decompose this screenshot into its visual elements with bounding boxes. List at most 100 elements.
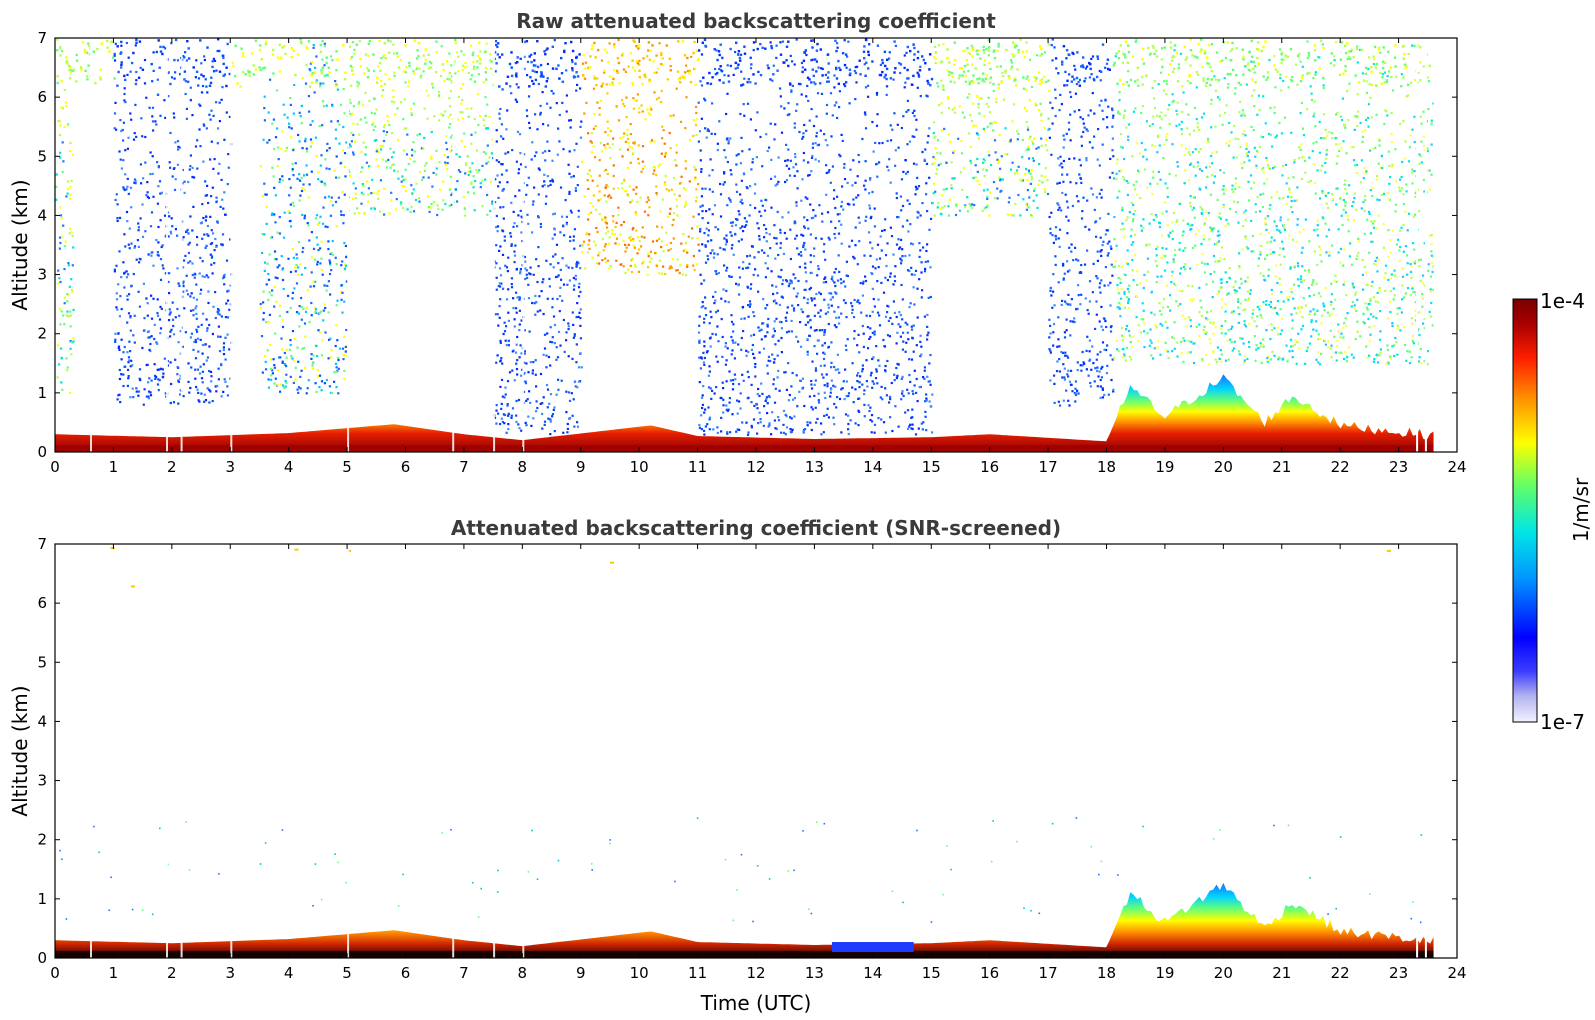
noise-point-2072: [562, 283, 566, 286]
noise-point-684: [202, 363, 205, 366]
noise-point-325: [184, 51, 187, 54]
noise-point-2157: [518, 356, 521, 359]
noise-point-4160: [951, 108, 954, 111]
noise-point-4593: [1090, 368, 1093, 371]
noise-point-1425: [353, 48, 356, 51]
noise-point-3202: [748, 262, 751, 265]
noise-point-830: [288, 194, 291, 197]
noise-point-1112: [325, 167, 328, 170]
noise-point-4819: [1075, 195, 1079, 198]
noise-point-3828: [856, 344, 859, 347]
noise-point-2302: [663, 155, 667, 158]
noise-point-2170: [515, 100, 519, 103]
noise-point-4286: [1033, 187, 1036, 190]
noise-point-1632: [385, 166, 388, 169]
noise-point-569: [197, 325, 200, 328]
noise-point-320: [120, 308, 123, 311]
noise-point-3092: [840, 205, 843, 208]
noise-point-2863: [724, 300, 727, 303]
noise-point-490: [113, 59, 117, 62]
noise-point-2069: [531, 141, 534, 144]
noise-point-4452: [963, 167, 966, 170]
noise-point-1158: [283, 351, 286, 355]
noise-point-4654: [1067, 375, 1070, 378]
noise-point-512: [129, 112, 132, 115]
noise-point-2138: [561, 101, 564, 104]
noise-point-2407: [684, 188, 687, 191]
noise-point-2453: [674, 159, 677, 162]
noise-point-1433: [364, 91, 367, 94]
noise-point-4639: [1050, 211, 1053, 214]
noise-point-3553: [768, 424, 771, 427]
noise-point-358: [223, 191, 226, 194]
noise-point-2088: [537, 215, 540, 218]
noise-point-1384: [348, 98, 351, 101]
noise-point-4595: [1091, 92, 1094, 95]
noise-point-3159: [875, 163, 878, 166]
noise-point-3381: [767, 317, 770, 321]
noise-point-4380: [952, 151, 955, 154]
noise-point-2281: [644, 76, 647, 79]
noise-point-3037: [765, 231, 768, 235]
noise-point-3336: [874, 141, 877, 144]
noise-point-2463: [598, 107, 601, 110]
noise-point-4851: [1067, 293, 1070, 296]
noise-point-755: [123, 188, 126, 192]
noise-point-2864: [910, 427, 913, 430]
noise-point-2055: [495, 409, 498, 412]
noise-point-831: [267, 298, 270, 302]
noise-point-3934: [837, 254, 840, 257]
noise-point-4124: [813, 345, 816, 348]
noise-point-3103: [775, 237, 778, 240]
noise-point-2781: [894, 405, 897, 408]
noise-point-202: [196, 330, 199, 333]
noise-point-3073: [719, 215, 723, 218]
noise-point-4057: [698, 341, 701, 344]
noise-point-4256: [990, 122, 993, 125]
noise-point-1134: [322, 319, 325, 322]
noise-point-4476: [986, 197, 989, 200]
noise-point-1584: [371, 178, 374, 181]
noise-point-3956: [809, 254, 812, 257]
noise-point-4303: [986, 195, 989, 199]
noise-point-562: [223, 273, 226, 276]
noise-point-398: [216, 49, 219, 53]
noise-point-2670: [678, 194, 681, 197]
noise-point-175: [116, 203, 119, 206]
noise-point-3805: [742, 172, 746, 175]
noise-point-2866: [731, 221, 734, 224]
noise-point-4728: [1079, 177, 1083, 180]
noise-point-206: [174, 141, 177, 144]
noise-point-3721: [780, 351, 783, 354]
noise-point-280: [222, 348, 225, 352]
noise-point-1207: [310, 256, 314, 259]
noise-point-3878: [789, 416, 792, 419]
noise-point-1279: [375, 158, 378, 161]
noise-point-868: [300, 305, 303, 308]
noise-point-3837: [709, 345, 712, 348]
noise-point-4230: [1023, 56, 1026, 59]
noise-point-4746: [1077, 259, 1080, 262]
noise-point-1568: [354, 192, 357, 195]
noise-point-3229: [862, 280, 865, 283]
noise-point-4408: [983, 130, 986, 133]
noise-point-4131: [850, 239, 854, 242]
noise-point-4794: [1065, 302, 1068, 305]
noise-point-526: [194, 76, 197, 79]
noise-point-4840: [1106, 242, 1109, 245]
noise-point-121: [122, 187, 125, 190]
noise-point-1272: [324, 158, 327, 161]
noise-point-4665: [1058, 370, 1061, 373]
noise-point-1618: [428, 210, 431, 213]
noise-point-762: [123, 92, 126, 96]
noise-point-2300: [624, 140, 627, 143]
noise-point-4101: [930, 405, 933, 408]
noise-point-1698: [579, 337, 582, 340]
noise-point-3860: [725, 359, 728, 362]
noise-point-2050: [527, 95, 531, 98]
noise-point-349: [221, 243, 224, 246]
noise-point-607: [168, 272, 171, 275]
noise-point-4696: [1061, 299, 1064, 302]
noise-point-4904: [1389, 300, 1392, 303]
noise-point-2195: [513, 325, 516, 328]
